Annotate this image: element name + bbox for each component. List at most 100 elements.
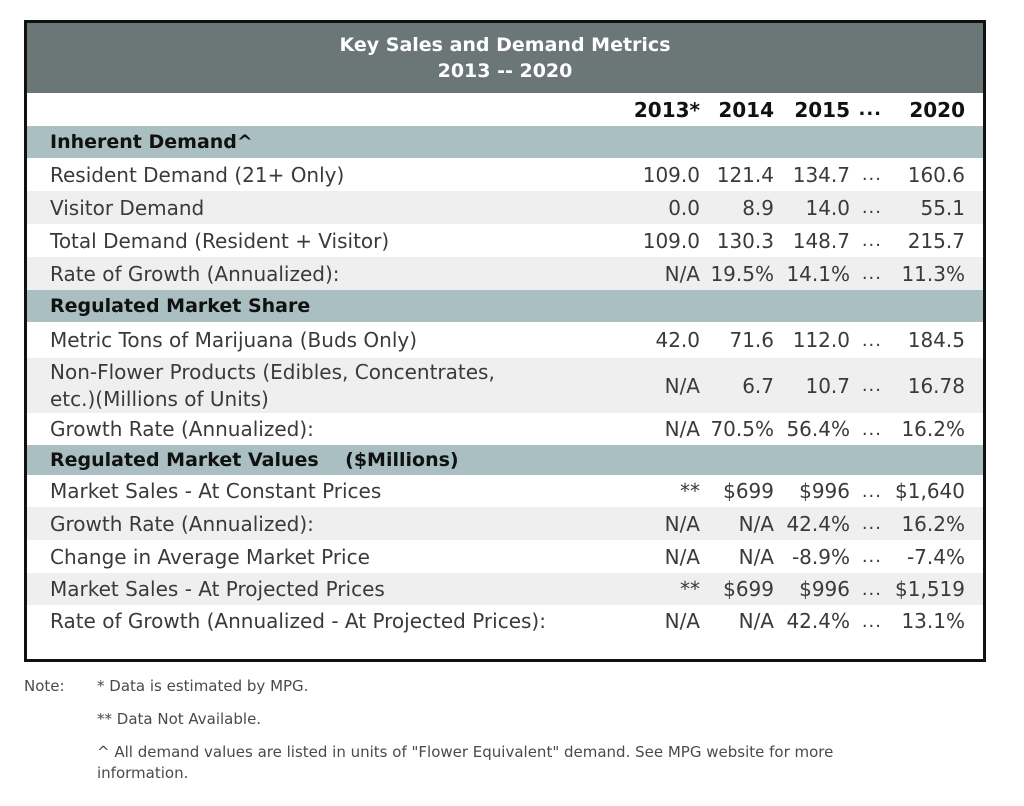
cell: 42.4% [786, 609, 850, 633]
cell: 55.1 [920, 195, 965, 220]
cell: $1,519 [895, 577, 965, 601]
cell: ... [861, 578, 882, 600]
section-heading-text: Regulated Market Values ($Millions) [50, 449, 459, 471]
row-label: Total Demand (Resident + Visitor) [50, 228, 390, 253]
cell: 14.0 [805, 195, 850, 220]
cell: 56.4% [786, 417, 850, 441]
cell: ... [861, 164, 882, 185]
title-line-1: Key Sales and Demand Metrics [339, 34, 671, 56]
cell: 16.2% [901, 511, 965, 536]
metrics-table: Key Sales and Demand Metrics 2013 -- 202… [24, 20, 986, 662]
row-label: Rate of Growth (Annualized): [50, 261, 340, 286]
cell: ... [861, 546, 882, 567]
cell: ... [861, 375, 882, 396]
col-header-ellipsis: ... [858, 99, 882, 120]
cell: N/A [664, 544, 700, 569]
cell: ... [861, 230, 882, 251]
col-header: 2014 [718, 97, 774, 122]
cell: ... [861, 329, 882, 351]
cell: $699 [723, 479, 774, 503]
col-header: 2013* [633, 97, 700, 122]
cell: 11.3% [901, 261, 965, 286]
cell: 70.5% [710, 417, 774, 441]
cell: 109.0 [642, 162, 700, 187]
note-label: Note: [24, 677, 65, 695]
cell: 215.7 [907, 228, 965, 253]
row-label: Non-Flower Products (Edibles, Concentrat… [50, 359, 495, 413]
table-row: Resident Demand (21+ Only) 109.0 121.4 1… [27, 158, 983, 191]
note-item: information. [97, 764, 189, 782]
cell: N/A [664, 609, 700, 633]
row-label: Visitor Demand [50, 195, 205, 220]
cell: 0.0 [668, 195, 700, 220]
cell: 16.78 [907, 373, 965, 398]
table-row: Metric Tons of Marijuana (Buds Only) 42.… [27, 322, 983, 358]
cell: N/A [738, 511, 774, 536]
cell: N/A [664, 373, 700, 398]
section-heading-text: Inherent Demand^ [50, 131, 253, 153]
cell: $996 [799, 577, 850, 601]
cell: N/A [664, 417, 700, 441]
cell: N/A [664, 511, 700, 536]
cell: ** [680, 479, 700, 503]
cell: 109.0 [642, 228, 700, 253]
cell: N/A [664, 261, 700, 286]
cell: $699 [723, 577, 774, 601]
row-label-line-2: etc.)(Millions of Units) [50, 386, 269, 411]
cell: 14.1% [786, 261, 850, 286]
row-label-line-1: Non-Flower Products (Edibles, Concentrat… [50, 359, 495, 384]
table-row: Growth Rate (Annualized): N/A N/A 42.4% … [27, 507, 983, 540]
section-heading: Regulated Market Share [27, 290, 983, 322]
table-row: Change in Average Market Price N/A N/A -… [27, 540, 983, 573]
row-label: Change in Average Market Price [50, 544, 370, 569]
table-row: Total Demand (Resident + Visitor) 109.0 … [27, 224, 983, 257]
cell: ... [861, 513, 882, 534]
cell: 10.7 [805, 373, 850, 398]
cell: 42.0 [655, 328, 700, 352]
cell: 6.7 [742, 373, 774, 398]
cell: 16.2% [901, 417, 965, 441]
row-label: Metric Tons of Marijuana (Buds Only) [50, 328, 418, 352]
cell: 42.4% [786, 511, 850, 536]
cell: 184.5 [907, 328, 965, 352]
cell: ** [680, 577, 700, 601]
col-header: 2020 [909, 97, 965, 122]
table-row: Market Sales - At Projected Prices ** $6… [27, 573, 983, 605]
note-item: ^ All demand values are listed in units … [97, 743, 834, 761]
cell: ... [861, 480, 882, 502]
cell: 121.4 [716, 162, 774, 187]
cell: $1,640 [895, 479, 965, 503]
table-title: Key Sales and Demand Metrics 2013 -- 202… [27, 23, 983, 93]
title-line-2: 2013 -- 2020 [437, 60, 573, 82]
cell: 134.7 [792, 162, 850, 187]
cell: 160.6 [907, 162, 965, 187]
note-item: ** Data Not Available. [97, 710, 262, 728]
table-row: Visitor Demand 0.0 8.9 14.0 ... 55.1 [27, 191, 983, 224]
cell: -7.4% [906, 544, 965, 569]
section-heading: Inherent Demand^ [27, 126, 983, 158]
col-header: 2015 [794, 97, 850, 122]
table-row: Non-Flower Products (Edibles, Concentrat… [27, 358, 983, 413]
table-row: Growth Rate (Annualized): N/A 70.5% 56.4… [27, 413, 983, 445]
cell: ... [861, 418, 882, 440]
section-heading-text: Regulated Market Share [50, 295, 311, 317]
row-label: Market Sales - At Constant Prices [50, 479, 382, 503]
cell: 130.3 [716, 228, 774, 253]
cell: 13.1% [901, 609, 965, 633]
row-label: Growth Rate (Annualized): [50, 417, 314, 441]
table-row: Market Sales - At Constant Prices ** $69… [27, 475, 983, 507]
row-label: Growth Rate (Annualized): [50, 511, 314, 536]
cell: 148.7 [792, 228, 850, 253]
cell: 112.0 [792, 328, 850, 352]
note-item: * Data is estimated by MPG. [97, 677, 309, 695]
section-heading: Regulated Market Values ($Millions) [27, 445, 983, 475]
cell: ... [861, 197, 882, 218]
row-label: Market Sales - At Projected Prices [50, 577, 385, 601]
year-header-row: 2013* 2014 2015 ... 2020 [27, 93, 983, 126]
cell: N/A [738, 544, 774, 569]
table-row: Rate of Growth (Annualized): N/A 19.5% 1… [27, 257, 983, 290]
row-label: Resident Demand (21+ Only) [50, 162, 345, 187]
cell: N/A [738, 609, 774, 633]
cell: ... [861, 610, 882, 632]
cell: 19.5% [710, 261, 774, 286]
